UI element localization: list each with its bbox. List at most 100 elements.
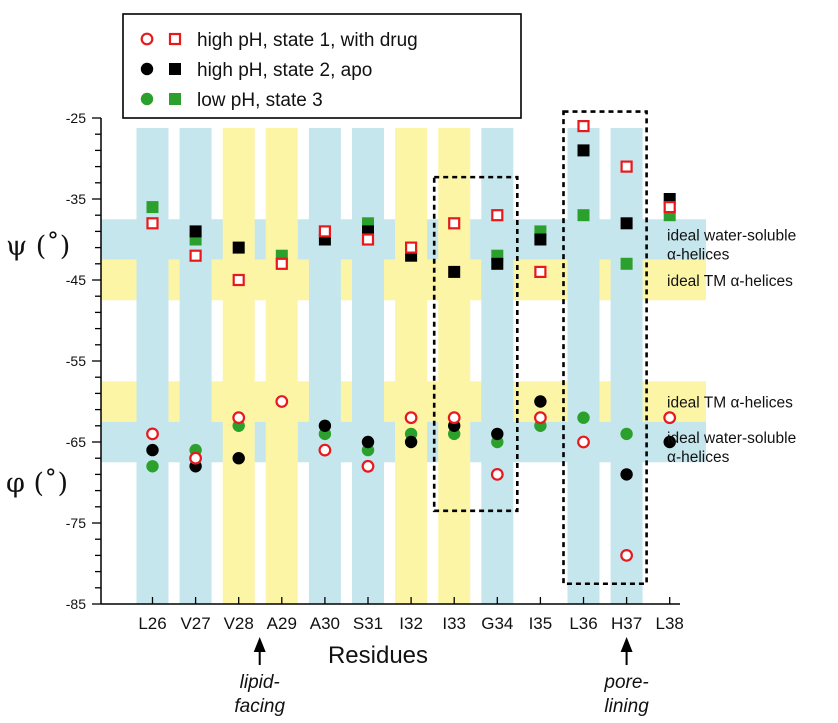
legend-label: low pH, state 3 bbox=[197, 90, 323, 111]
band-label-line2: α-helices bbox=[667, 247, 730, 264]
annotation-text: lining bbox=[604, 696, 649, 717]
point-psi-G34 bbox=[491, 257, 504, 270]
legend-box bbox=[122, 13, 522, 119]
column-I32 bbox=[395, 128, 428, 604]
x-tick-label: L38 bbox=[656, 614, 684, 633]
point-psi-L36 bbox=[577, 209, 590, 222]
point-phi-I35 bbox=[534, 411, 547, 425]
point-psi-G34 bbox=[491, 209, 504, 222]
point-psi-S31 bbox=[361, 233, 375, 246]
point-psi-I35 bbox=[534, 233, 547, 246]
point-phi-S31 bbox=[361, 435, 375, 449]
x-tick-label: L26 bbox=[138, 614, 166, 633]
point-phi-V28 bbox=[232, 452, 245, 465]
highlight-box-I33-G34 bbox=[432, 175, 519, 513]
band-labels: ideal water-soluble α-helices ideal TM α-h… bbox=[667, 228, 796, 467]
legend-marker-circle bbox=[140, 92, 154, 106]
point-phi-G34 bbox=[491, 427, 504, 441]
band-label: ideal TM α-helices bbox=[667, 395, 793, 412]
point-phi-L36 bbox=[577, 435, 590, 449]
point-psi-A30 bbox=[318, 225, 331, 238]
column-H37 bbox=[610, 128, 643, 604]
legend-marker-circle bbox=[140, 32, 154, 46]
x-axis: L26 V27 V28 A29 A30 S31 I32 I33 G34 I35 L36 H37 L38 bbox=[101, 597, 684, 633]
point-psi-V28 bbox=[232, 273, 245, 287]
point-phi-I33 bbox=[447, 411, 461, 425]
legend: high pH, state 1, with drug high pH, stat… bbox=[122, 13, 522, 119]
y-tick-label: -35 bbox=[66, 191, 86, 207]
point-psi-L36 bbox=[577, 144, 590, 157]
column-L36 bbox=[567, 128, 600, 604]
column-A30 bbox=[308, 128, 341, 604]
point-phi-A30 bbox=[318, 419, 332, 432]
column-V27 bbox=[179, 128, 212, 604]
point-psi-V27 bbox=[189, 249, 202, 262]
x-tick-label: A29 bbox=[267, 614, 297, 633]
point-phi-A29 bbox=[275, 395, 289, 408]
point-psi-L36 bbox=[577, 119, 590, 133]
column-S31 bbox=[352, 128, 384, 604]
band-label-line2: α-helices bbox=[667, 449, 730, 466]
point-psi-I35 bbox=[534, 265, 547, 278]
point-psi-I32 bbox=[405, 241, 418, 254]
legend-marker-square bbox=[168, 32, 182, 46]
point-psi-A29 bbox=[275, 257, 288, 270]
point-phi-L38 bbox=[663, 435, 676, 449]
x-tick-label: V28 bbox=[224, 614, 254, 633]
legend-label: high pH, state 2, apo bbox=[197, 60, 372, 81]
point-phi-V28 bbox=[232, 411, 246, 425]
x-tick-label: L36 bbox=[569, 614, 597, 633]
point-psi-L26 bbox=[146, 201, 159, 214]
x-tick-label: A30 bbox=[310, 614, 340, 633]
x-tick-label: I35 bbox=[529, 614, 553, 633]
x-tick-label: V27 bbox=[180, 614, 210, 633]
y-tick-label: -55 bbox=[66, 353, 86, 369]
x-tick-label: H37 bbox=[611, 614, 642, 633]
point-phi-H37 bbox=[620, 549, 633, 562]
legend-marker-square bbox=[169, 63, 181, 75]
point-phi-S31 bbox=[361, 459, 375, 473]
point-phi-V27 bbox=[189, 451, 203, 465]
y-tick-label: -65 bbox=[66, 434, 86, 450]
band-label: ideal TM α-helices bbox=[667, 273, 793, 290]
highlight-box-L36-H37 bbox=[562, 110, 648, 586]
point-phi-H37 bbox=[620, 427, 633, 441]
x-tick-label: I32 bbox=[399, 614, 423, 633]
point-phi-I32 bbox=[404, 411, 418, 425]
y-tick-label: -45 bbox=[66, 272, 86, 288]
point-psi-L26 bbox=[146, 217, 159, 230]
point-psi-L38 bbox=[663, 201, 676, 214]
legend-marker-square bbox=[169, 93, 181, 105]
x-tick-label: S31 bbox=[353, 614, 383, 633]
point-phi-L26 bbox=[146, 427, 159, 441]
point-phi-L38 bbox=[663, 411, 677, 425]
point-phi-L26 bbox=[146, 460, 159, 473]
point-phi-L26 bbox=[146, 443, 159, 457]
legend-marker-circle bbox=[140, 62, 154, 76]
point-psi-I33 bbox=[448, 217, 461, 230]
column-G34 bbox=[481, 128, 514, 604]
residue-columns bbox=[136, 128, 643, 604]
band-label: ideal water-soluble bbox=[667, 228, 796, 245]
x-tick-label: I33 bbox=[442, 614, 466, 633]
highlight-boxes bbox=[432, 110, 648, 586]
legend-label: high pH, state 1, with drug bbox=[197, 30, 418, 51]
x-axis-label: Residues bbox=[328, 642, 428, 669]
band-label: ideal water-soluble bbox=[667, 430, 796, 447]
column-L26 bbox=[136, 128, 169, 604]
annotations: lipid-facing pore-lining bbox=[234, 637, 649, 717]
point-psi-V28 bbox=[232, 241, 245, 254]
x-tick-label: G34 bbox=[481, 614, 513, 633]
point-phi-I35 bbox=[534, 395, 547, 408]
point-phi-A30 bbox=[318, 443, 332, 457]
annotation-text: facing bbox=[234, 696, 285, 717]
annotation-text: pore- bbox=[603, 672, 648, 693]
point-phi-H37 bbox=[620, 468, 633, 481]
point-phi-L36 bbox=[577, 411, 590, 424]
annotation-arrow-head bbox=[620, 637, 633, 652]
point-psi-H37 bbox=[620, 217, 633, 230]
column-V28 bbox=[222, 128, 255, 604]
annotation-text: lipid- bbox=[240, 672, 280, 693]
point-psi-H37 bbox=[620, 160, 633, 173]
